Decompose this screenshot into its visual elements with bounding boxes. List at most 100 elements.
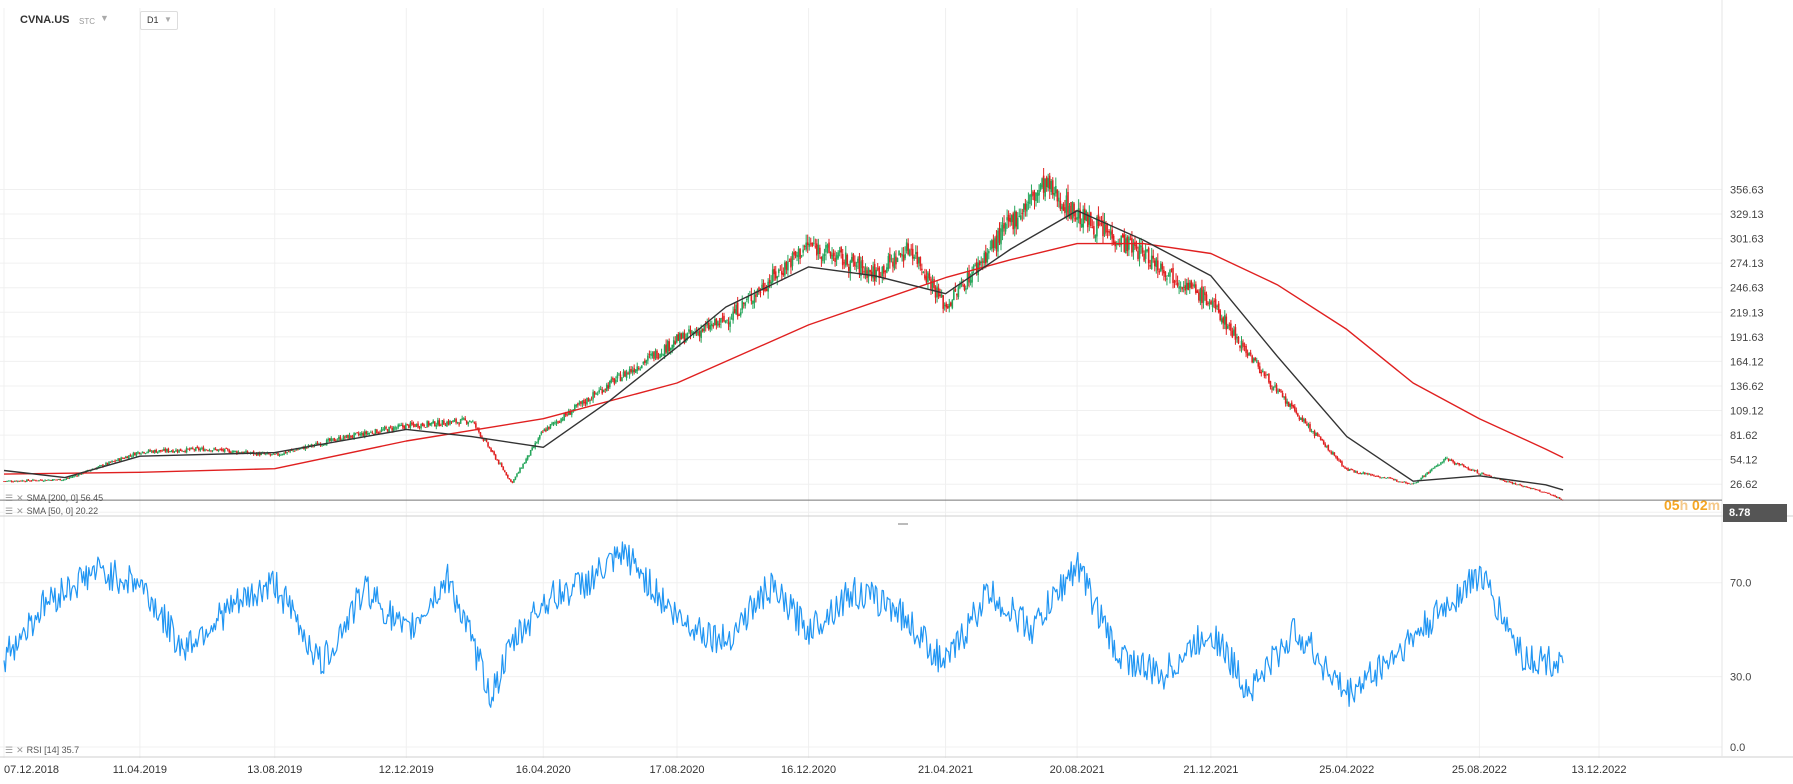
candle-body — [589, 399, 591, 402]
candle-body — [1467, 467, 1470, 470]
candle-body — [893, 253, 896, 269]
candle-body — [1344, 466, 1346, 469]
candle-body — [1268, 373, 1270, 383]
candle-body — [50, 479, 52, 481]
candle-body — [596, 393, 599, 395]
candle-body — [599, 388, 602, 390]
candle-body — [609, 380, 611, 388]
candle-body — [712, 325, 715, 327]
candle-body — [1196, 290, 1199, 294]
candle-body — [831, 254, 833, 259]
candle-body — [1376, 476, 1378, 477]
candle-body — [1219, 310, 1222, 321]
candle-body — [625, 372, 628, 379]
settings-icon[interactable]: ☰ — [5, 493, 14, 503]
candle-body — [1199, 288, 1202, 302]
candle-body — [704, 325, 707, 327]
candle-body — [890, 258, 893, 260]
candle-body — [1146, 249, 1148, 251]
candle-body — [1485, 474, 1488, 476]
x-tick-label: 25.04.2022 — [1319, 764, 1374, 776]
candle-body — [452, 420, 454, 423]
candle-body — [10, 481, 13, 482]
candle-body — [1306, 423, 1308, 426]
chart-grid — [0, 8, 1722, 758]
candle-body — [1187, 282, 1190, 291]
candle-body — [788, 261, 791, 262]
candle-body — [494, 454, 497, 460]
candle-body — [968, 271, 970, 283]
settings-icon[interactable]: ☰ — [5, 506, 14, 516]
candle-body — [587, 398, 590, 402]
candle-body — [1338, 459, 1340, 461]
indicator-sma50[interactable]: ☰ ✕ SMA [50, 0] 20.22 — [5, 506, 98, 517]
candle-body — [784, 262, 786, 276]
candle-body — [99, 465, 101, 467]
candle-body — [1018, 216, 1021, 218]
candle-body — [182, 451, 185, 452]
candle-body — [1444, 458, 1447, 460]
candle-body — [18, 480, 21, 482]
candle-body — [191, 448, 194, 449]
candle-body — [1080, 223, 1083, 227]
settings-icon[interactable]: ☰ — [5, 745, 14, 755]
candle-body — [1211, 301, 1214, 307]
candle-body — [144, 453, 147, 454]
candle-body — [1085, 210, 1088, 222]
candle-body — [333, 438, 336, 442]
x-tick-label: 21.04.2021 — [918, 764, 973, 776]
candle-body — [251, 452, 253, 453]
candle-body — [1172, 267, 1174, 283]
candle-body — [742, 303, 745, 304]
candle-body — [3, 481, 5, 482]
candle-body — [257, 452, 259, 456]
close-icon[interactable]: ✕ — [16, 493, 24, 503]
indicator-sma200[interactable]: ☰ ✕ SMA [200, 0] 56.45 — [5, 493, 103, 504]
candle-body — [1388, 477, 1390, 479]
candle-body — [443, 420, 445, 425]
candle-body — [1164, 271, 1167, 277]
candle-body — [1044, 178, 1046, 197]
candle-body — [455, 418, 457, 423]
candle-body — [1100, 223, 1103, 225]
candle-body — [290, 450, 293, 451]
chevron-down-icon[interactable]: ▼ — [100, 13, 109, 23]
candle-body — [1144, 249, 1147, 259]
symbol-label[interactable]: CVNA.US — [20, 14, 70, 26]
pane-resize-handle[interactable] — [898, 523, 908, 525]
candle-body — [942, 295, 944, 309]
candle-body — [884, 271, 887, 272]
candle-body — [1484, 474, 1486, 475]
candle-body — [1412, 483, 1415, 484]
candle-body — [1328, 450, 1331, 452]
candle-body — [959, 284, 961, 288]
timeframe-select[interactable]: D1 ▼ — [140, 11, 178, 30]
candle-body — [1458, 463, 1460, 465]
close-icon[interactable]: ✕ — [16, 506, 24, 516]
x-tick-label: 13.08.2019 — [247, 764, 302, 776]
candle-body — [1432, 467, 1435, 469]
candle-body — [1500, 479, 1503, 481]
candle-body — [331, 438, 334, 440]
candle-body — [1059, 200, 1062, 210]
candle-body — [555, 421, 558, 424]
candle-body — [1120, 235, 1123, 246]
candle-body — [1131, 238, 1133, 253]
candle-body — [1202, 289, 1205, 303]
candle-body — [1368, 473, 1371, 475]
close-icon[interactable]: ✕ — [16, 745, 24, 755]
candle-body — [829, 252, 832, 257]
candle-body — [770, 281, 772, 285]
candle-body — [461, 418, 463, 420]
candle-body — [1207, 303, 1209, 305]
candle-body — [548, 426, 550, 429]
rsi-series — [3, 541, 1564, 708]
candle-body — [519, 468, 521, 473]
sma50-line — [3, 209, 1564, 491]
candle-body — [972, 265, 975, 271]
indicator-rsi[interactable]: ☰ ✕ RSI [14] 35.7 — [5, 745, 79, 756]
candle-body — [981, 261, 984, 263]
candle-body — [152, 450, 154, 453]
candle-body — [408, 424, 410, 428]
